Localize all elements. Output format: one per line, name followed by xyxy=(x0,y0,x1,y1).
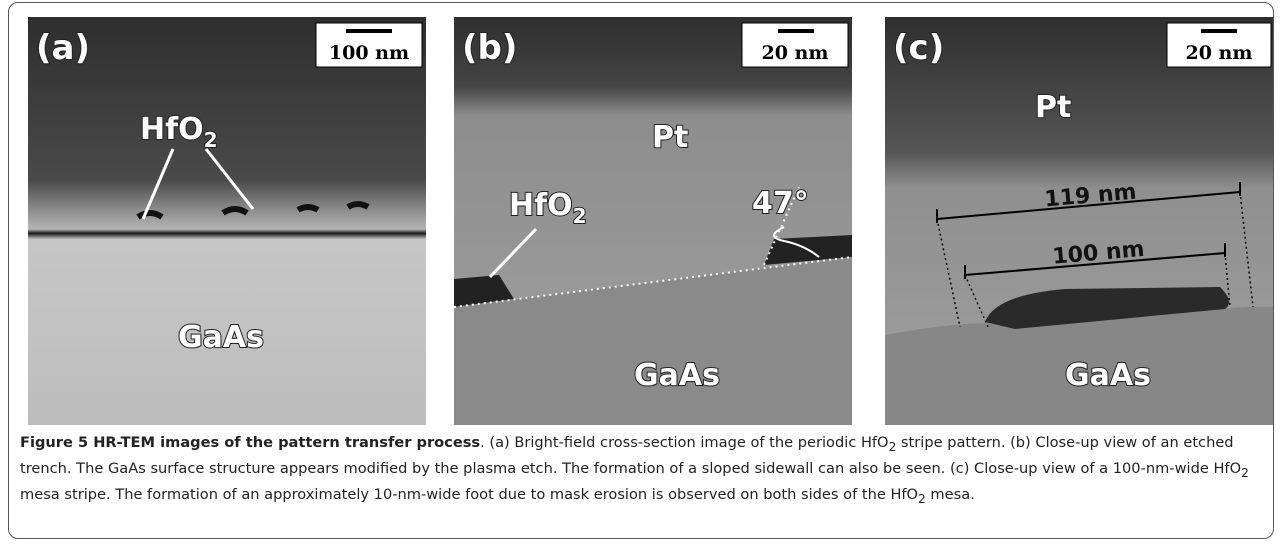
page: (a) 100 nm HfO2 GaAs (b) 20 nm Pt HfO2 4… xyxy=(0,0,1282,545)
panel-b: (b) 20 nm Pt HfO2 47° GaAs xyxy=(454,17,852,425)
panel-label: (c) xyxy=(893,28,944,68)
caption-text: mesa. xyxy=(926,486,975,503)
panel-c: (c) 20 nm Pt 119 nm 100 nm GaAs xyxy=(880,17,1278,425)
subscript: 2 xyxy=(918,492,926,506)
substrate-label: GaAs xyxy=(178,320,264,355)
figure-caption: Figure 5 HR-TEM images of the pattern tr… xyxy=(20,432,1270,510)
scale-bar-label: 20 nm xyxy=(762,42,829,64)
panel-a: (a) 100 nm HfO2 GaAs xyxy=(28,17,426,425)
angle-label: 47° xyxy=(752,186,809,221)
scale-bar-label: 100 nm xyxy=(329,42,409,64)
panel-label: (b) xyxy=(462,28,517,68)
caption-title: Figure 5 HR-TEM images of the pattern tr… xyxy=(20,434,480,451)
subscript: 2 xyxy=(1241,466,1249,480)
substrate-label: GaAs xyxy=(634,358,720,393)
metal-label: Pt xyxy=(1035,90,1071,125)
scale-bar-label: 20 nm xyxy=(1186,42,1253,64)
substrate-label: GaAs xyxy=(1065,358,1151,393)
panel-label: (a) xyxy=(36,28,90,68)
caption-text: . (a) Bright-field cross-section image o… xyxy=(480,434,888,451)
caption-text: mesa stripe. The formation of an approxi… xyxy=(20,486,918,503)
metal-label: Pt xyxy=(652,120,688,155)
